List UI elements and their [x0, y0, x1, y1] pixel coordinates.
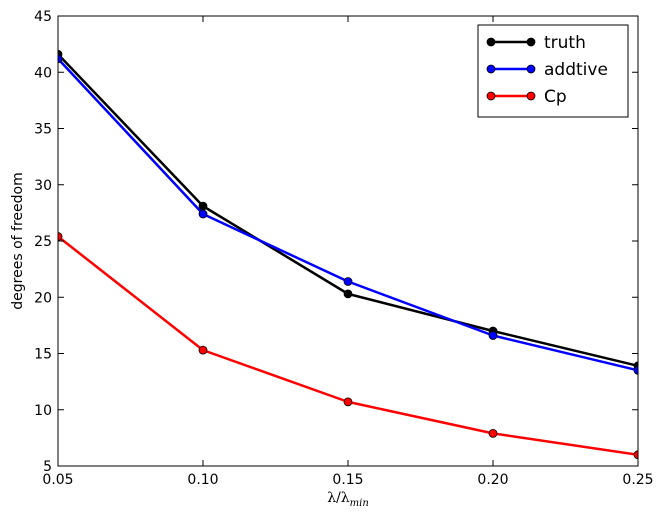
x-tick-label: 0.05: [42, 472, 73, 488]
x-tick-label: 0.20: [477, 472, 508, 488]
legend-swatch-marker-cp: [526, 91, 536, 101]
series-layer: [58, 49, 638, 460]
legend-label-addtive: addtive: [544, 60, 608, 80]
x-axis-label-main: λ/λ: [327, 490, 350, 506]
legend-swatch-marker-truth: [486, 37, 496, 47]
x-axis-label: λ/λmin: [327, 490, 369, 509]
data-point-addtive: [58, 54, 63, 64]
legend-swatch-marker-addtive: [486, 64, 496, 74]
y-tick-label: 15: [34, 347, 52, 363]
data-point-cp: [488, 428, 498, 438]
y-tick-label: 45: [34, 9, 52, 25]
y-axis-label: degrees of freedom: [10, 172, 26, 309]
legend-box: [477, 24, 629, 118]
data-point-addtive: [343, 277, 353, 286]
y-tick-label: 30: [34, 178, 52, 194]
y-tick-label: 40: [34, 65, 52, 81]
y-tick-label: 5: [43, 459, 52, 475]
data-point-cp: [58, 232, 63, 241]
data-point-addtive: [488, 331, 498, 340]
data-point-cp: [198, 345, 208, 355]
y-tick-label: 20: [34, 290, 52, 306]
data-point-cp: [633, 450, 638, 460]
axis-ticks: [57, 15, 639, 467]
y-tick-label: 35: [34, 122, 52, 138]
x-tick-label: 0.15: [332, 472, 363, 488]
legend-label-truth: truth: [544, 33, 586, 53]
y-tick-label: 10: [34, 403, 52, 419]
legend-swatch-marker-truth: [526, 37, 536, 47]
data-point-addtive: [198, 209, 208, 219]
data-point-truth: [343, 289, 353, 299]
legend-label-cp: Cp: [544, 87, 567, 107]
series-group: [58, 49, 638, 460]
data-point-cp: [343, 397, 353, 407]
data-point-addtive: [633, 365, 638, 375]
y-tick-label: 25: [34, 234, 52, 250]
x-axis-label-subscript: min: [350, 498, 369, 509]
legend-swatch-marker-addtive: [526, 64, 536, 74]
legend: truth addtive Cp: [477, 24, 629, 118]
data-point-truth: [198, 201, 208, 211]
legend-swatch-marker-cp: [486, 91, 496, 101]
x-tick-label: 0.25: [622, 472, 653, 488]
x-tick-label: 0.10: [187, 472, 218, 488]
axis-tick-labels: 0.05 0.10 0.15 0.20 0.25 5 10 15 20 25 30 35 40 45: [34, 9, 653, 488]
